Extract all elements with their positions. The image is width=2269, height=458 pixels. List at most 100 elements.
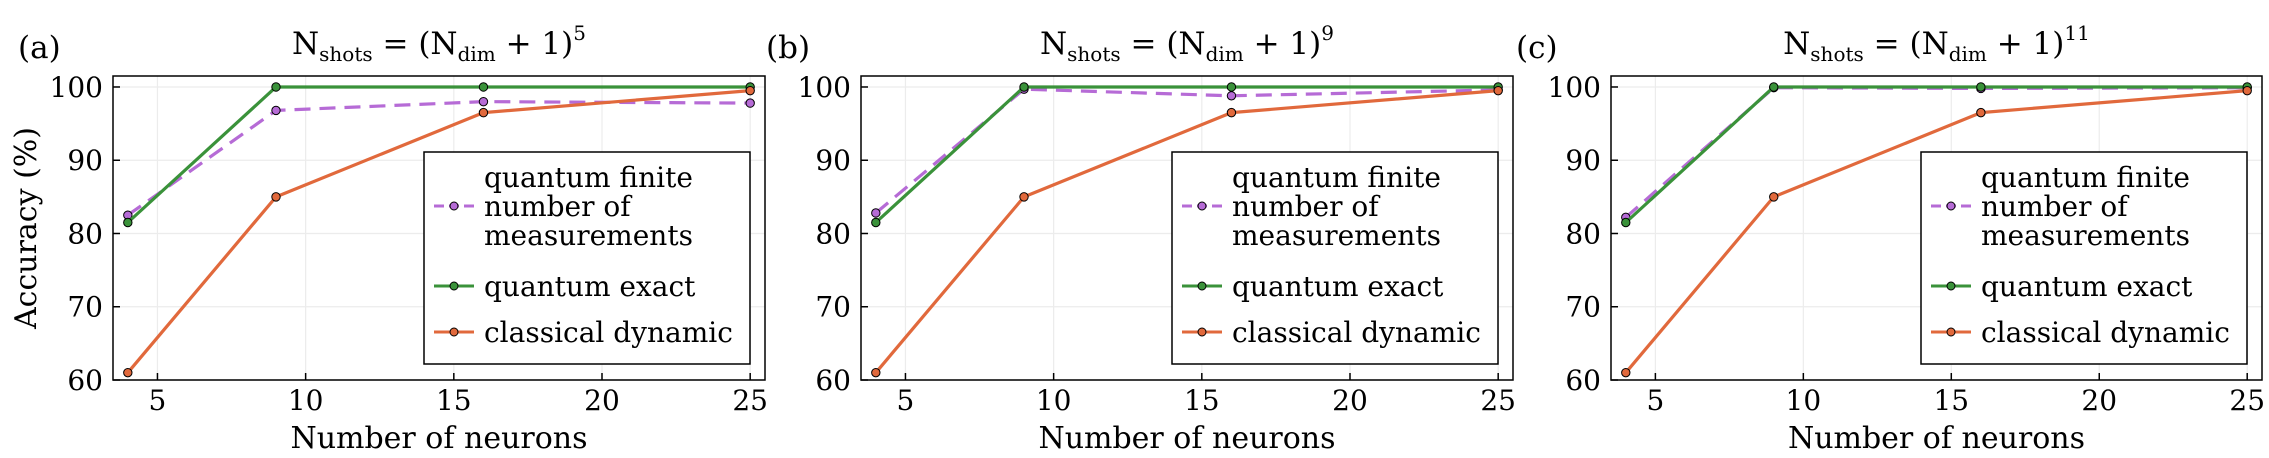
title-exp: 11	[2064, 21, 2089, 45]
chart-title: Nshots = (Ndim + 1)5	[292, 21, 586, 66]
y-tick-label: 60	[67, 364, 103, 397]
title-mid: = (N	[1864, 26, 1949, 62]
x-tick-label: 25	[1480, 384, 1516, 417]
legend-box	[1171, 151, 1499, 365]
legend-swatch-marker	[1197, 327, 1207, 337]
data-point	[1769, 192, 1779, 202]
legend-entry: classical dynamic	[1182, 316, 1481, 349]
y-tick-label: 70	[1565, 291, 1601, 324]
series-line	[1624, 89, 2248, 374]
x-tick-label: 5	[149, 384, 167, 417]
data-point	[1226, 107, 1237, 118]
data-point	[478, 107, 489, 118]
series-line	[874, 89, 1499, 374]
data-point	[1493, 85, 1503, 96]
data-point	[745, 98, 755, 108]
data-point	[1769, 82, 1779, 92]
data-point	[271, 82, 281, 92]
y-tick-label: 80	[815, 217, 851, 250]
data-point	[123, 367, 133, 378]
title-mid-sub: dim	[1949, 42, 1987, 66]
legend-label: classical dynamic	[1232, 316, 1481, 349]
legend-label: quantum finite	[1981, 161, 2190, 194]
data-point	[1226, 82, 1237, 92]
title-mid: = (N	[1121, 26, 1206, 62]
x-tick-label: 15	[436, 384, 472, 417]
x-tick-label: 20	[1332, 384, 1368, 417]
title-mid: = (N	[373, 26, 458, 62]
y-tick-label: 60	[1565, 364, 1601, 397]
legend-swatch-marker	[449, 281, 459, 291]
series-classical-dynamic	[1621, 85, 2252, 378]
plot-frame	[112, 75, 766, 381]
x-tick-label: 25	[732, 384, 768, 417]
series-quantum-exact	[1621, 82, 2252, 228]
legend-swatch-marker	[449, 201, 459, 211]
x-tick-label: 15	[1184, 384, 1220, 417]
series-quantum-exact	[123, 82, 755, 228]
legend-label: classical dynamic	[484, 316, 733, 349]
title-exp: 5	[573, 21, 586, 45]
x-tick-label: 10	[1786, 384, 1822, 417]
x-tick-label: 15	[1933, 384, 1969, 417]
legend-label: classical dynamic	[1981, 316, 2230, 349]
y-tick-label: 90	[1565, 144, 1601, 177]
title-base-sub: shots	[319, 42, 373, 66]
y-tick-label: 80	[67, 217, 103, 250]
legend-box	[423, 151, 751, 365]
x-tick-label: 10	[1036, 384, 1072, 417]
x-axis-label: Number of neurons	[290, 421, 587, 456]
series-line	[126, 89, 751, 374]
title-exp: 9	[1321, 21, 1334, 45]
x-tick-label: 20	[2081, 384, 2117, 417]
title-mid-sub: dim	[458, 42, 496, 66]
data-point	[871, 217, 881, 228]
series-line	[126, 100, 751, 217]
title-mid-sub: dim	[1206, 42, 1244, 66]
title-tail: + 1)	[1244, 26, 1322, 62]
data-point	[123, 217, 133, 228]
legend-label: number of	[1232, 190, 1381, 223]
legend-label: quantum exact	[1232, 270, 1444, 303]
data-point	[1226, 91, 1237, 101]
data-point	[871, 208, 881, 218]
y-tick-label: 100	[50, 71, 103, 104]
title-tail: + 1)	[1987, 26, 2065, 62]
series-line	[874, 87, 1499, 215]
plot-frame	[1610, 75, 2263, 381]
legend-swatch-marker	[1946, 327, 1956, 337]
legend-entry: quantum exact	[434, 270, 696, 303]
series-classical-dynamic	[123, 85, 755, 378]
data-point	[1019, 192, 1029, 202]
chart-panel-3: 5 10 15 20 25 60 70 80 90 100 Number of neurons (c)…	[1516, 21, 2265, 456]
chart-panel-1: 5 10 15 20 25 60 70 80 90 100 Number of neurons Acc…	[9, 21, 768, 456]
x-tick-label: 5	[1646, 384, 1664, 417]
legend-swatch-marker	[1946, 201, 1956, 211]
legend-swatch-marker	[1197, 281, 1207, 291]
y-axis-label: Accuracy (%)	[9, 127, 44, 330]
data-point	[271, 192, 281, 202]
legend-label: measurements	[1232, 219, 1441, 252]
title-base-sub: shots	[1067, 42, 1121, 66]
legend-entry: classical dynamic	[434, 316, 733, 349]
legend-label: measurements	[484, 219, 693, 252]
title-base: N	[292, 26, 319, 62]
x-tick-label: 20	[584, 384, 620, 417]
chart-panel-2: 5 10 15 20 25 60 70 80 90 100 Number of neurons (b)…	[766, 21, 1516, 456]
data-point	[871, 367, 881, 378]
data-point	[478, 96, 489, 107]
legend-entry: classical dynamic	[1931, 316, 2230, 349]
y-tick-label: 100	[798, 71, 851, 104]
title-base: N	[1783, 26, 1810, 62]
x-axis-label: Number of neurons	[1788, 421, 2085, 456]
title-base-sub: shots	[1810, 42, 1864, 66]
y-tick-label: 70	[67, 291, 103, 324]
legend-box	[1920, 151, 2248, 365]
legend-swatch-marker	[449, 327, 459, 337]
